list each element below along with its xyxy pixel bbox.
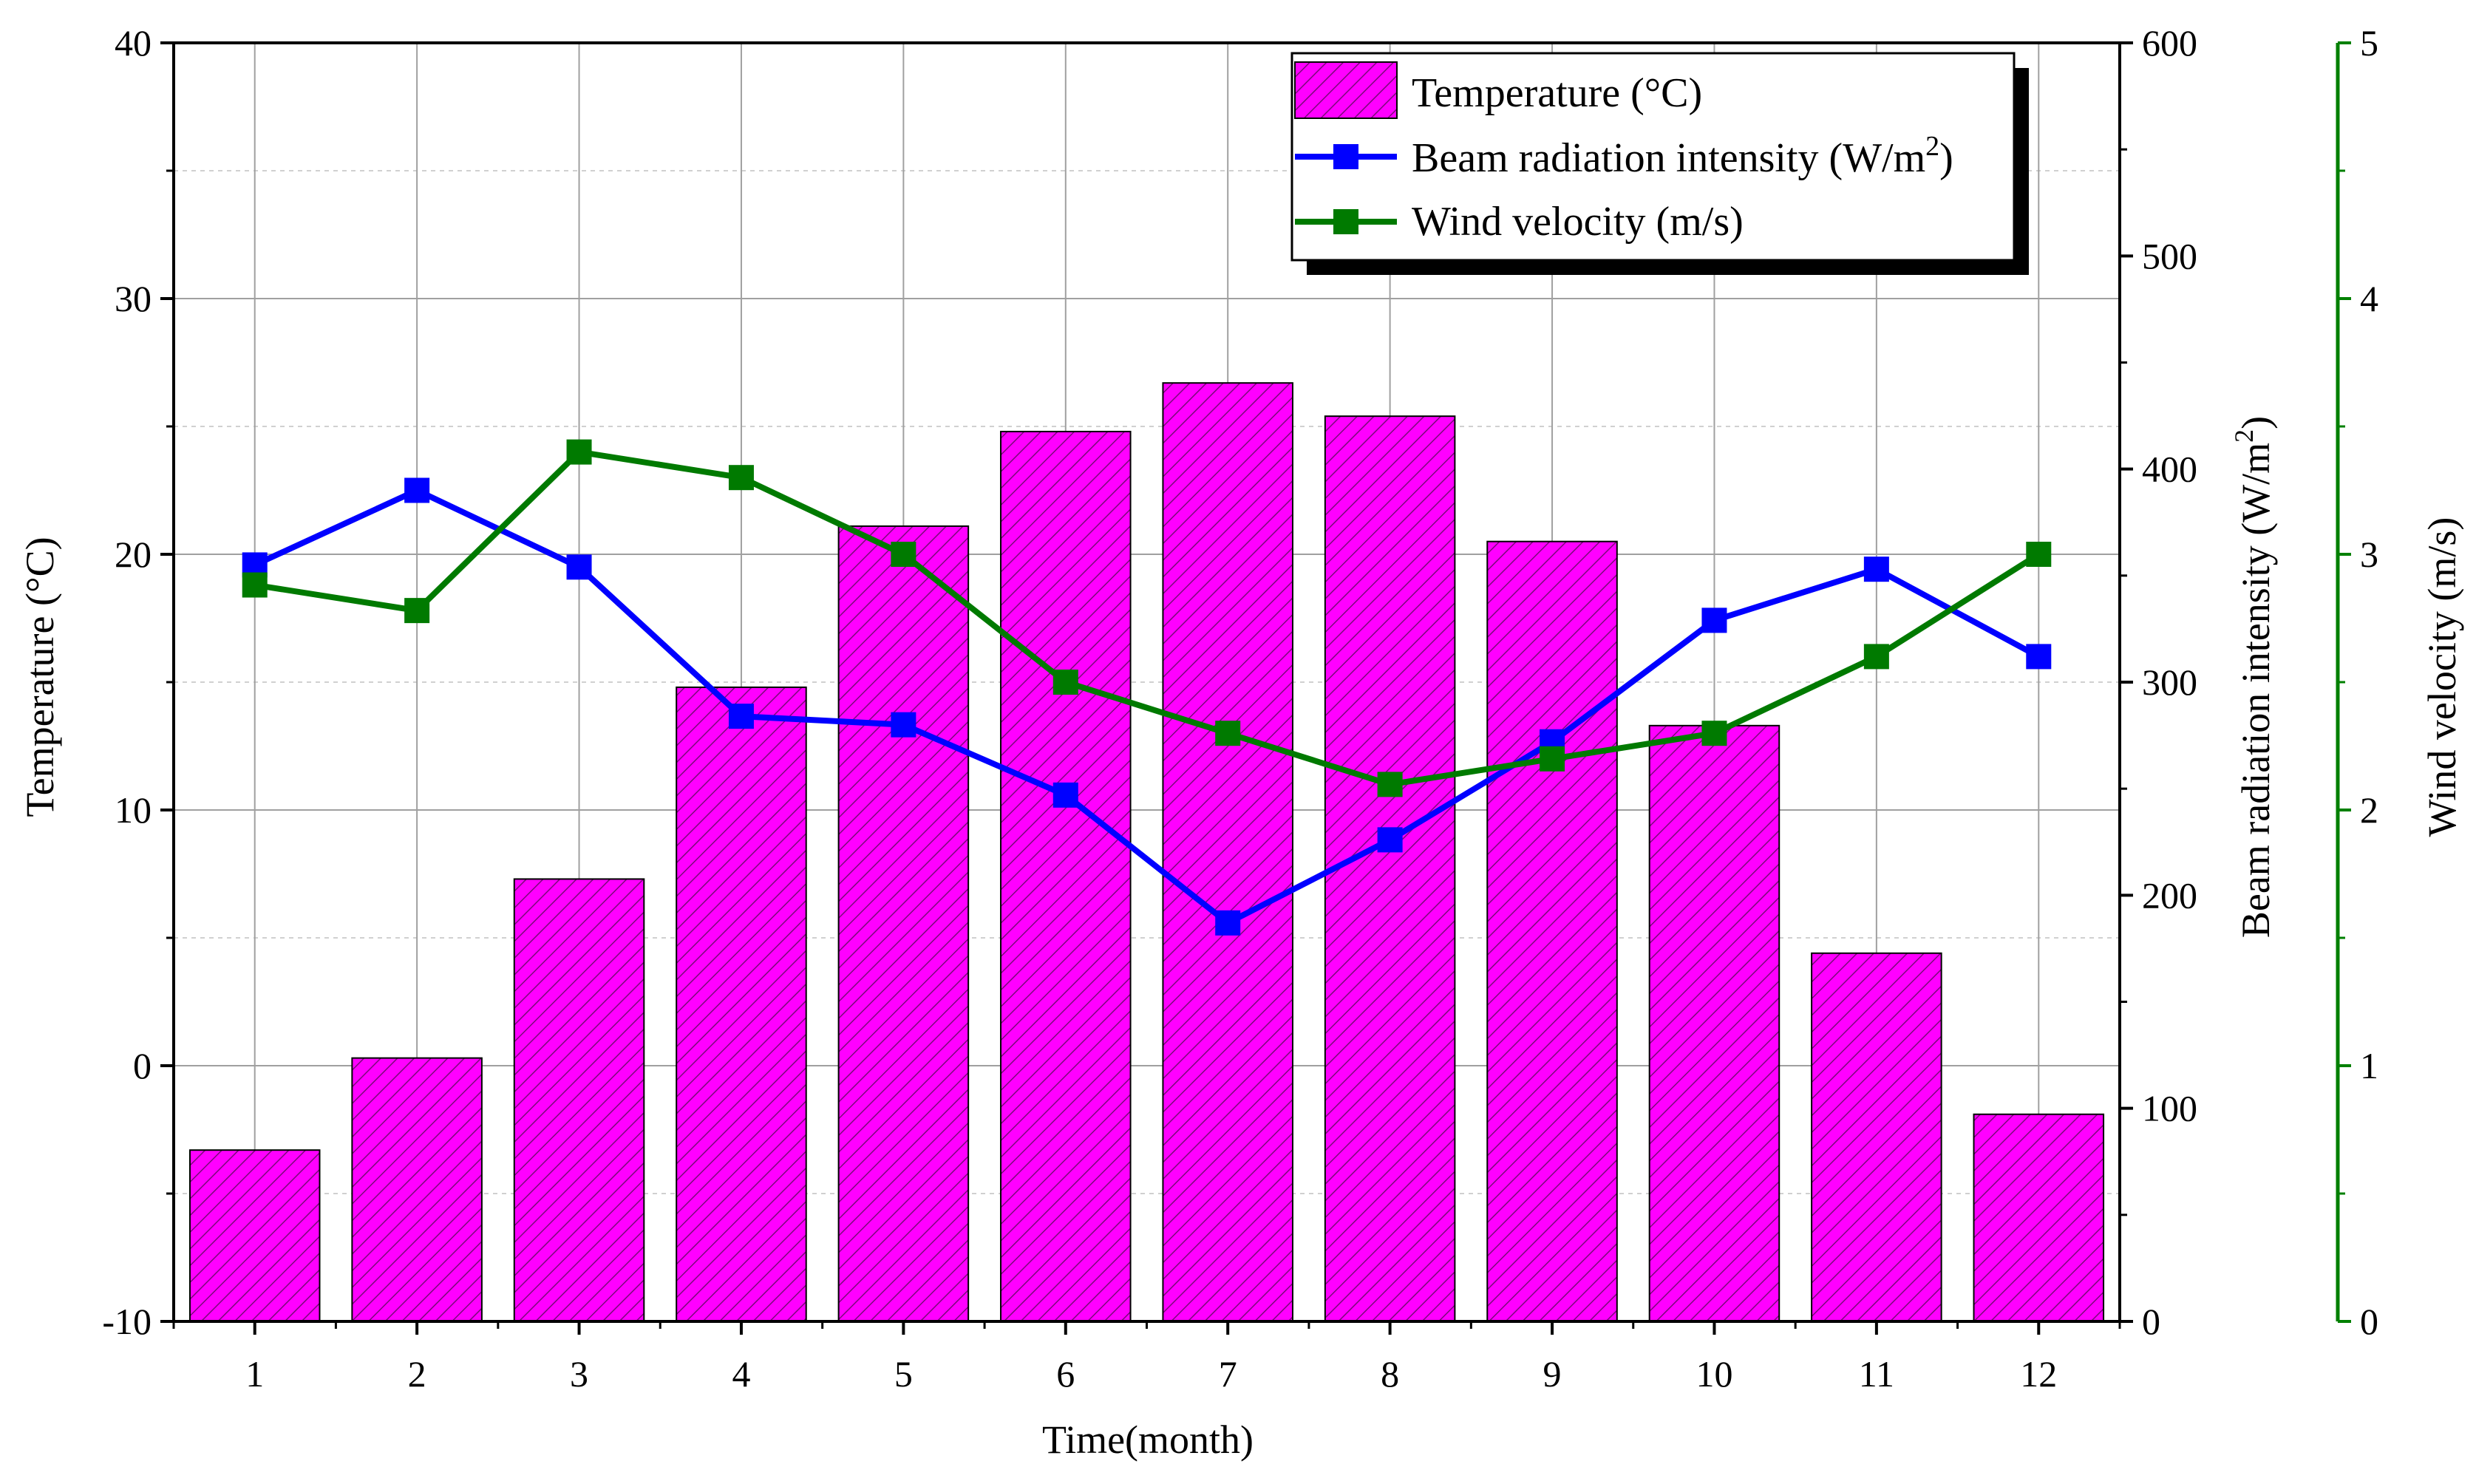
radiation-point (404, 477, 430, 503)
wind-point (242, 572, 268, 598)
legend-label-radiation-end: ) (1939, 135, 1953, 181)
data-lines (242, 439, 2052, 936)
x-axis-title: Time(month) (1042, 1417, 1254, 1462)
right-axis-1-tick-label: 600 (2142, 22, 2197, 64)
legend-label-radiation-sup: 2 (1925, 131, 1939, 162)
left-axis-tick-label: 10 (115, 789, 152, 831)
legend-marker-radiation (1333, 144, 1358, 169)
legend-box (1290, 52, 2016, 262)
legend-label-wind: Wind velocity (m/s) (1412, 199, 1744, 245)
temperature-bar (351, 1057, 483, 1322)
x-axis-tick-label: 4 (732, 1353, 750, 1395)
radiation-point (1863, 556, 1889, 582)
x-axis-tick-label: 5 (894, 1353, 913, 1395)
wind-point (728, 465, 754, 491)
wind-point (2026, 542, 2052, 567)
x-axis-tick-label: 11 (1859, 1353, 1894, 1395)
wind-point (1215, 721, 1241, 746)
wind-line (254, 449, 2041, 788)
legend-label-radiation-main: Beam radiation intensity (W/m (1412, 135, 1925, 181)
legend-label-radiation: Beam radiation intensity (W/m2) (1412, 131, 1953, 181)
wind-point (404, 598, 430, 624)
x-axis-tick-label: 12 (2020, 1353, 2057, 1395)
x-axis-tick-label: 7 (1219, 1353, 1237, 1395)
x-axis-tick-label: 1 (245, 1353, 264, 1395)
temperature-bar (1000, 430, 1132, 1322)
right-axis-1-tick-label: 300 (2142, 661, 2197, 703)
wind-point (1540, 746, 1565, 772)
right-axis-1-tick-label: 200 (2142, 874, 2197, 916)
temperature-bar (676, 686, 807, 1322)
radiation-point (2026, 644, 2052, 670)
wind-point (1701, 721, 1727, 746)
right-axis-1-tick-label: 0 (2142, 1301, 2160, 1342)
left-axis-tick-label: 30 (115, 278, 152, 319)
right-axis-1-tick-label: 400 (2142, 449, 2197, 490)
temperature-bar (1486, 540, 1618, 1323)
legend-label-temperature-main: Temperature (°C) (1412, 70, 1702, 116)
legend-swatch-temperature (1294, 61, 1398, 119)
wind-point (1052, 670, 1078, 695)
legend-label-temperature: Temperature (°C) (1412, 70, 1702, 116)
left-axis-tick-label: 40 (115, 22, 152, 64)
temperature-bar (1324, 415, 1456, 1322)
temperature-bars (188, 382, 2105, 1323)
right-axis-1-title-main: Beam radiation intensity (W/m (2234, 443, 2278, 938)
wind-point (1863, 644, 1889, 670)
wind-axis-tick-label: 5 (2360, 22, 2378, 64)
x-axis-tick-label: 8 (1381, 1353, 1399, 1395)
temperature-bar (837, 525, 970, 1323)
legend: Temperature (°C) Beam radiation intensit… (1290, 52, 2029, 275)
right-axis-1-title-sup: 2 (2229, 429, 2259, 443)
right-axis-2-title: Wind velocity (m/s) (2420, 517, 2464, 837)
right-axis-1-tick-label: 100 (2142, 1088, 2197, 1129)
wind-point (1377, 772, 1403, 797)
wind-point (566, 439, 592, 465)
x-axis-tick-label: 6 (1056, 1353, 1075, 1395)
left-axis-tick-label: 20 (115, 534, 152, 575)
radiation-point (1377, 827, 1403, 853)
wind-axis-tick-label: 4 (2360, 278, 2378, 319)
temperature-bar (1973, 1113, 2105, 1322)
x-axis-tick-label: 10 (1696, 1353, 1732, 1395)
radiation-point (891, 712, 916, 738)
temperature-bar (188, 1149, 321, 1323)
legend-marker-wind (1333, 209, 1358, 234)
x-axis-tick-label: 3 (570, 1353, 588, 1395)
temperature-bar (1648, 724, 1781, 1322)
legend-label-wind-main: Wind velocity (m/s) (1412, 199, 1744, 245)
radiation-line (254, 487, 2041, 926)
left-axis-tick-label: -10 (102, 1301, 152, 1342)
x-axis-tick-label: 9 (1543, 1353, 1562, 1395)
wind-axis-tick-label: 3 (2360, 534, 2378, 575)
temperature-bar (1811, 952, 1942, 1322)
right-axis-1-title: Beam radiation intensity (W/m2) (2229, 416, 2278, 938)
right-axis-1-tick-label: 500 (2142, 235, 2197, 276)
radiation-point (1052, 782, 1078, 808)
wind-axis-tick-label: 0 (2360, 1301, 2378, 1342)
radiation-point (728, 704, 754, 729)
wind-axis-tick-label: 1 (2360, 1045, 2378, 1086)
right-axis-1-title-end: ) (2234, 416, 2278, 429)
left-axis-title: Temperature (°C) (18, 537, 62, 817)
temperature-bar (513, 878, 645, 1323)
temperature-bar (1162, 382, 1293, 1322)
radiation-point (1215, 910, 1241, 936)
left-axis-tick-label: 0 (133, 1045, 152, 1086)
radiation-point (566, 554, 592, 580)
x-axis-tick-label: 2 (408, 1353, 426, 1395)
radiation-point (1701, 607, 1727, 633)
wind-axis-tick-label: 2 (2360, 789, 2378, 831)
wind-point (891, 542, 916, 567)
